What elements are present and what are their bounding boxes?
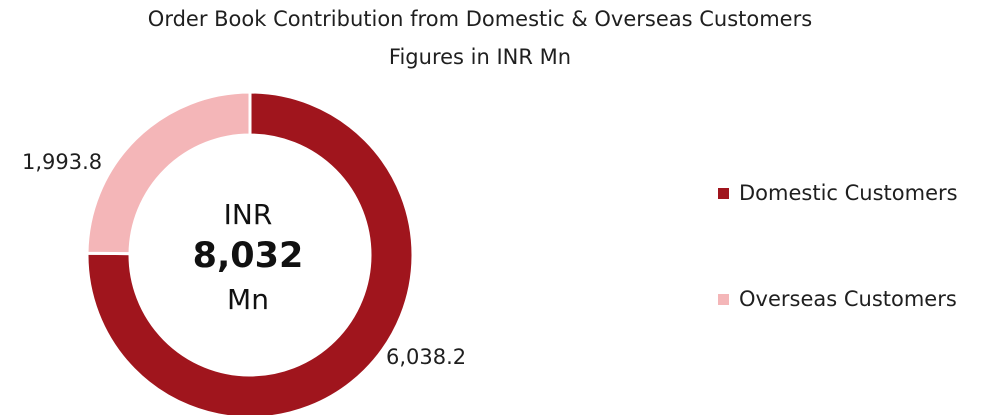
legend-label-overseas: Overseas Customers bbox=[739, 287, 957, 311]
data-label-overseas: 1,993.8 bbox=[22, 150, 103, 174]
legend-label-domestic: Domestic Customers bbox=[739, 181, 958, 205]
chart-legend: Domestic Customers Overseas Customers bbox=[718, 178, 958, 390]
center-label-total: 8,032 bbox=[192, 236, 304, 276]
legend-swatch-domestic bbox=[718, 187, 729, 199]
legend-item-domestic: Domestic Customers bbox=[718, 178, 958, 208]
donut-slice-overseas bbox=[85, 90, 252, 256]
data-label-domestic: 6,038.2 bbox=[386, 345, 467, 369]
legend-swatch-overseas bbox=[718, 293, 729, 305]
legend-item-overseas: Overseas Customers bbox=[718, 284, 958, 314]
chart-subtitle: Figures in INR Mn bbox=[388, 45, 572, 69]
donut-slice-domestic bbox=[85, 90, 415, 415]
center-label-suffix: Mn bbox=[227, 283, 269, 316]
chart-title: Order Book Contribution from Domestic & … bbox=[147, 7, 813, 31]
center-label-prefix: INR bbox=[223, 198, 273, 231]
